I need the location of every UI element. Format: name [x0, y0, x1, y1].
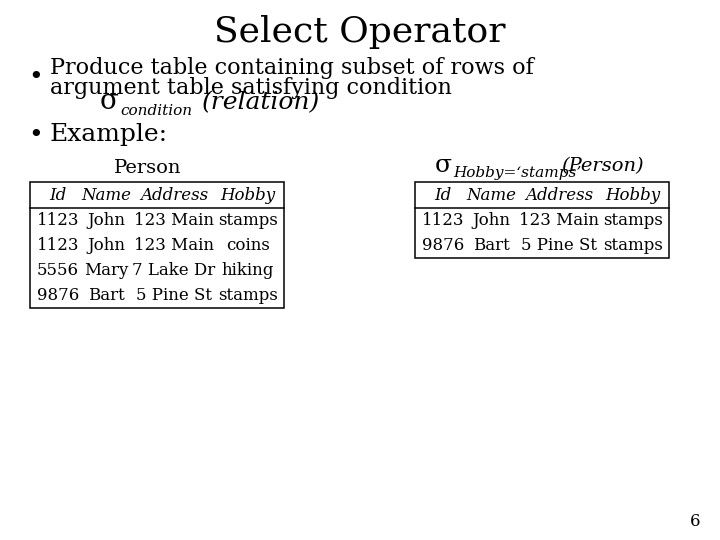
- Text: John: John: [472, 212, 510, 229]
- Text: Address: Address: [525, 186, 593, 204]
- Text: •: •: [28, 124, 42, 146]
- Text: σ: σ: [435, 154, 452, 178]
- Text: 1123: 1123: [37, 237, 79, 254]
- Text: Id: Id: [50, 186, 67, 204]
- Text: Hobby: Hobby: [220, 186, 276, 204]
- Text: 9876: 9876: [37, 287, 79, 304]
- Text: 123 Main: 123 Main: [134, 212, 214, 229]
- Text: John: John: [87, 237, 125, 254]
- Text: stamps: stamps: [603, 212, 663, 229]
- Text: Name: Name: [466, 186, 516, 204]
- Text: Select Operator: Select Operator: [215, 15, 505, 49]
- Text: Example:: Example:: [50, 124, 168, 146]
- Text: Produce table containing subset of rows of: Produce table containing subset of rows …: [50, 57, 534, 79]
- Text: argument table satisfying condition: argument table satisfying condition: [50, 77, 452, 99]
- Text: stamps: stamps: [218, 212, 278, 229]
- Bar: [415, 182, 669, 258]
- Text: stamps: stamps: [603, 237, 663, 254]
- Text: John: John: [87, 212, 125, 229]
- Text: (relation): (relation): [202, 91, 320, 114]
- Text: 9876: 9876: [422, 237, 464, 254]
- Text: Name: Name: [81, 186, 131, 204]
- Text: 6: 6: [690, 514, 700, 530]
- Text: Bart: Bart: [472, 237, 509, 254]
- Text: hiking: hiking: [222, 262, 274, 279]
- Text: 1123: 1123: [37, 212, 79, 229]
- Text: 1123: 1123: [422, 212, 464, 229]
- Text: (Person): (Person): [561, 157, 644, 175]
- Text: Hobby=‘stamps’: Hobby=‘stamps’: [453, 166, 581, 180]
- Text: 5 Pine St: 5 Pine St: [521, 237, 597, 254]
- Text: 5 Pine St: 5 Pine St: [136, 287, 212, 304]
- Text: 5556: 5556: [37, 262, 79, 279]
- Text: coins: coins: [226, 237, 270, 254]
- Text: 123 Main: 123 Main: [134, 237, 214, 254]
- Text: stamps: stamps: [218, 287, 278, 304]
- Text: Address: Address: [140, 186, 208, 204]
- Text: 123 Main: 123 Main: [519, 212, 599, 229]
- Text: Bart: Bart: [88, 287, 125, 304]
- Text: σ: σ: [100, 88, 119, 115]
- Text: Person: Person: [114, 159, 181, 177]
- Text: Mary: Mary: [84, 262, 128, 279]
- Text: Hobby: Hobby: [606, 186, 660, 204]
- Text: Id: Id: [434, 186, 451, 204]
- Text: condition: condition: [120, 104, 192, 118]
- Text: 7 Lake Dr: 7 Lake Dr: [132, 262, 215, 279]
- Text: •: •: [28, 66, 42, 90]
- Bar: [30, 182, 284, 308]
